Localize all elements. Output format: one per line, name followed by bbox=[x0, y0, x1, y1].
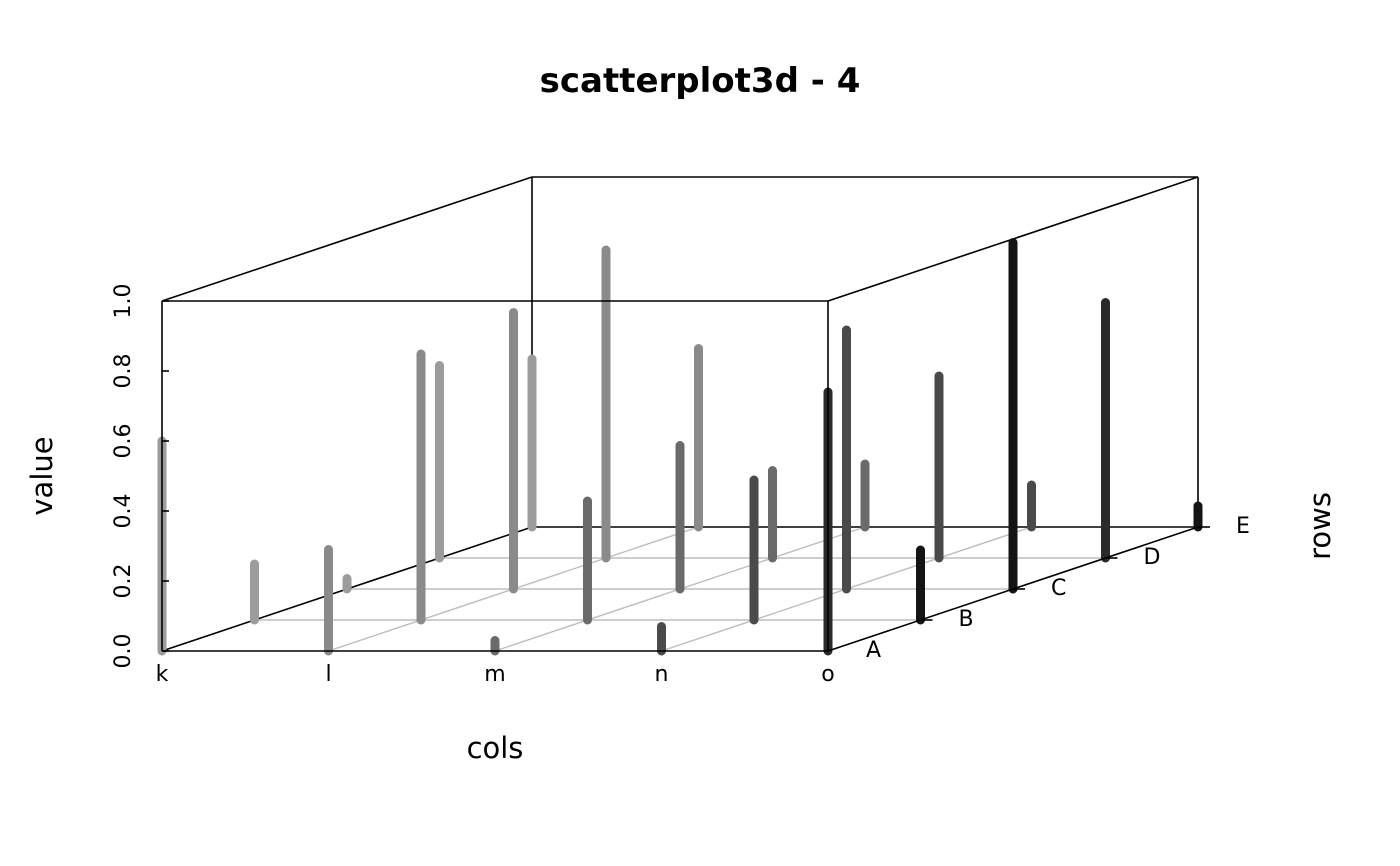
z-tick-label: 0.0 bbox=[111, 634, 136, 669]
y-axis-title: rows bbox=[1303, 492, 1337, 560]
axis-ticks: 0.0 0.2 0.4 0.6 0.8 1.0 k l m n o A B C D E bbox=[111, 284, 1250, 688]
y-tick-label: D bbox=[1144, 545, 1161, 570]
y-tick-label: B bbox=[959, 607, 974, 632]
z-tick-label: 0.8 bbox=[111, 354, 136, 389]
x-tick-label: o bbox=[821, 662, 834, 687]
x-tick-label: n bbox=[655, 662, 669, 687]
x-axis-title: cols bbox=[467, 731, 524, 765]
drop-lines bbox=[157, 238, 1203, 656]
y-tick-label: E bbox=[1236, 514, 1250, 539]
box-edge bbox=[161, 176, 533, 302]
x-tick-label: k bbox=[156, 662, 169, 687]
z-tick-label: 0.4 bbox=[111, 494, 136, 529]
z-tick-label: 1.0 bbox=[111, 284, 136, 319]
z-axis-title: value bbox=[25, 436, 59, 515]
y-tick-label: A bbox=[866, 638, 881, 663]
chart-title: scatterplot3d - 4 bbox=[540, 61, 861, 101]
y-tick-label: C bbox=[1051, 576, 1066, 601]
z-tick-label: 0.2 bbox=[111, 564, 136, 599]
z-tick-label: 0.6 bbox=[111, 424, 136, 459]
x-tick-label: m bbox=[484, 662, 505, 687]
x-tick-label: l bbox=[325, 662, 331, 687]
